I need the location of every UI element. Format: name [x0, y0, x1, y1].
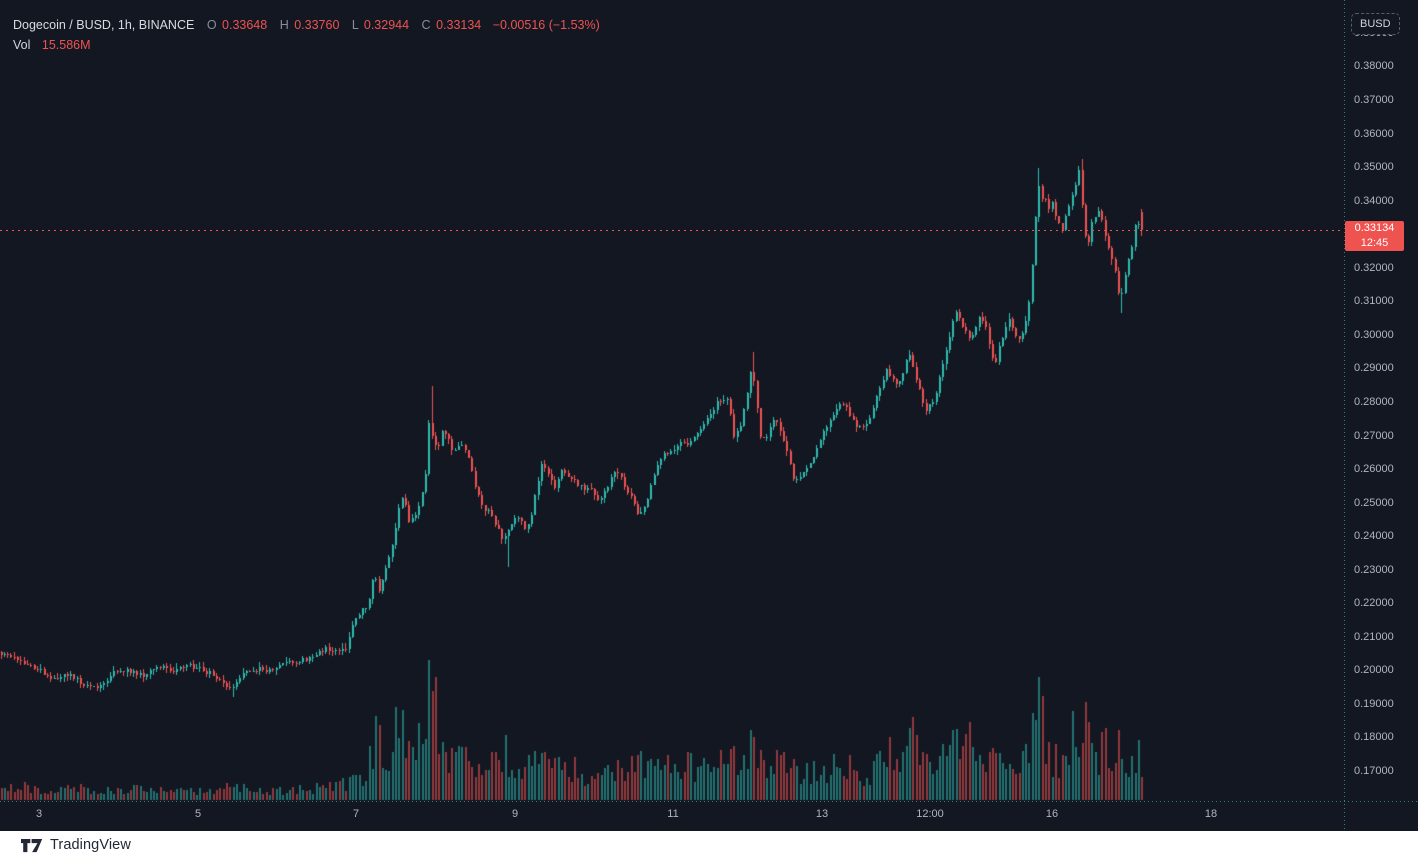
- time-tick-label: 12:00: [916, 808, 944, 820]
- price-tick-label: 0.32000: [1354, 261, 1394, 274]
- tradingview-logo-icon: [21, 838, 43, 852]
- open-value: 0.33648: [222, 18, 268, 32]
- price-chart-canvas[interactable]: [0, 0, 1344, 810]
- high-label: H: [279, 18, 289, 32]
- volume-label[interactable]: Vol: [13, 38, 31, 52]
- time-tick-label: 9: [511, 808, 519, 820]
- high-value: 0.33760: [294, 18, 340, 32]
- time-axis-border: [0, 801, 1418, 802]
- bar-countdown: 12:45: [1360, 237, 1389, 249]
- price-tick-label: 0.37000: [1354, 94, 1394, 106]
- last-price-value: 0.33134: [1354, 222, 1395, 234]
- time-tick-label: 16: [1045, 808, 1059, 820]
- chart-panel: 0.390000.380000.370000.360000.350000.340…: [0, 0, 1418, 831]
- price-tick-label: 0.19000: [1354, 697, 1394, 710]
- price-tick-label: 0.28000: [1354, 395, 1394, 408]
- time-axis[interactable]: 3 5 7 9 11 13 12:00 16 18: [0, 801, 1344, 831]
- low-label: L: [351, 18, 359, 32]
- price-axis-border: [1344, 0, 1345, 831]
- price-tick-label: 0.24000: [1354, 530, 1394, 543]
- footer: TradingView: [0, 831, 1418, 863]
- price-tick-label: 0.23000: [1354, 563, 1394, 576]
- price-tick-label: 0.29000: [1354, 362, 1394, 375]
- price-tick-label: 0.25000: [1354, 496, 1394, 509]
- time-tick-label: 11: [667, 808, 679, 820]
- volume-value: 15.586M: [41, 38, 91, 52]
- price-tick-label: 0.21000: [1354, 630, 1394, 643]
- price-tick-label: 0.27000: [1354, 429, 1394, 442]
- time-tick-label: 7: [352, 808, 360, 820]
- price-tick-label: 0.31000: [1354, 295, 1394, 308]
- price-tick-label: 0.30000: [1354, 328, 1394, 341]
- price-tick-label: 0.20000: [1354, 664, 1394, 677]
- open-label: O: [206, 18, 217, 32]
- price-tick-label: 0.35000: [1354, 161, 1394, 174]
- legend-volume-row: Vol 15.586M: [13, 35, 600, 55]
- time-tick-label: 3: [35, 808, 43, 820]
- time-tick-label: 18: [1204, 808, 1218, 820]
- price-tick-label: 0.18000: [1354, 731, 1394, 744]
- low-value: 0.32944: [363, 18, 410, 32]
- tradingview-logo-text: TradingView: [50, 837, 131, 853]
- close-value: 0.33134: [436, 18, 482, 32]
- price-tick-label: 0.22000: [1354, 597, 1394, 610]
- legend-symbol-row: Dogecoin / BUSD, 1h, BINANCE O 0.33648 H…: [13, 15, 600, 35]
- price-tick-label: 0.36000: [1354, 127, 1394, 140]
- price-tick-label: 0.38000: [1354, 60, 1394, 73]
- tradingview-logo-link[interactable]: TradingView: [21, 837, 131, 853]
- chart-legend: Dogecoin / BUSD, 1h, BINANCE O 0.33648 H…: [13, 15, 600, 55]
- time-tick-label: 13: [815, 808, 829, 820]
- last-price-dotted-line: [0, 230, 1344, 231]
- last-price-label: 0.33134 12:45: [1345, 221, 1404, 251]
- price-axis[interactable]: 0.390000.380000.370000.360000.350000.340…: [1344, 0, 1418, 801]
- price-tick-label: 0.34000: [1354, 194, 1394, 207]
- time-tick-label: 5: [194, 808, 202, 820]
- currency-toggle-button[interactable]: BUSD: [1351, 13, 1400, 35]
- price-tick-label: 0.17000: [1354, 765, 1394, 777]
- change-value: −0.00516 (−1.53%): [492, 18, 600, 32]
- price-tick-label: 0.26000: [1354, 463, 1394, 476]
- symbol-title[interactable]: Dogecoin / BUSD, 1h, BINANCE: [13, 18, 195, 32]
- close-label: C: [421, 18, 431, 32]
